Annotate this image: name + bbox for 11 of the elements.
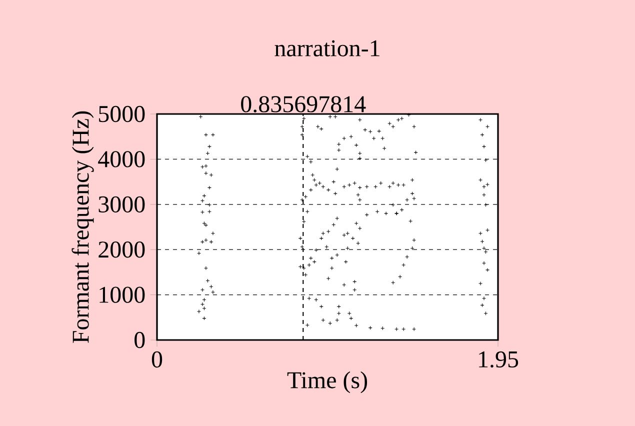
y-tick-label: 1000	[100, 286, 145, 303]
x-axis-title: Time (s)	[287, 371, 368, 394]
y-tick-label: 3000	[98, 196, 145, 212]
y-axis-title: Formant frequency (Hz)	[72, 111, 94, 343]
y-tick-label: 2000	[98, 242, 145, 258]
y-tick-label: 5000	[99, 106, 145, 122]
ref-line-label: 0.835697814	[241, 96, 366, 112]
x-tick-label: 1.95	[479, 351, 518, 368]
chart-title: narration-1	[274, 40, 380, 56]
y-tick-label: 0	[134, 332, 145, 348]
y-tick-label: 4000	[98, 151, 145, 168]
